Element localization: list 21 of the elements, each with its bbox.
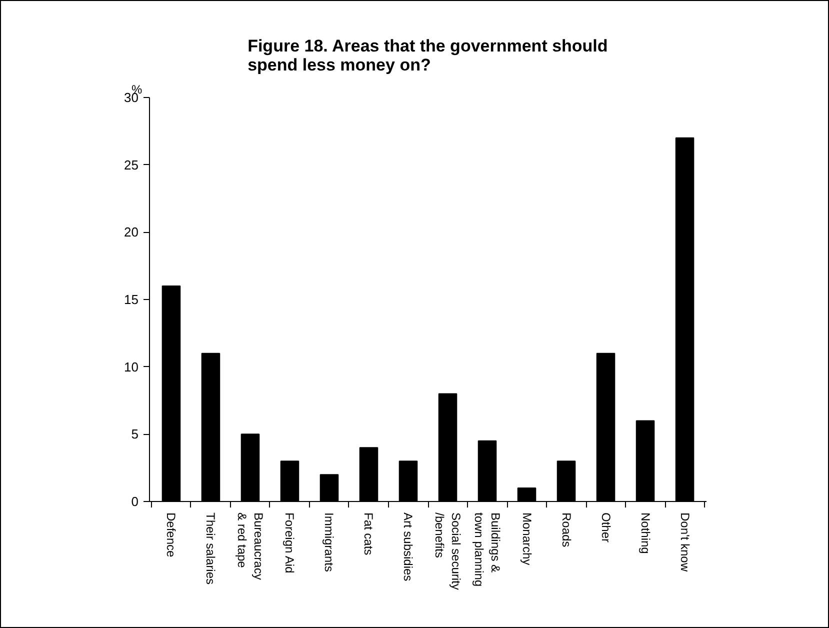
y-tick-label: 15	[124, 292, 139, 307]
y-tick-label: 25	[124, 157, 139, 172]
chart-title: Figure 18. Areas that the government should spend less money on?	[248, 36, 608, 74]
x-tick-label: Art subsidies	[401, 512, 416, 582]
x-tick-label: Bureaucracy & red tape	[234, 512, 266, 580]
x-tick-label: Don't know	[678, 512, 692, 572]
x-tick-label: Monarchy	[520, 512, 534, 566]
y-tick-label: 0	[131, 494, 139, 509]
y-tick-label: 10	[124, 359, 139, 374]
x-tick-label: Nothing	[638, 512, 652, 554]
x-tick-label: Buildings & town planning	[472, 512, 503, 587]
x-tick-label: Social security /benefits	[432, 512, 464, 590]
x-tick-label: Other	[598, 512, 613, 543]
x-tick-label: Roads	[559, 512, 574, 548]
x-tick-label: Their salaries	[204, 512, 218, 585]
x-tick-label: Immigrants	[322, 512, 336, 572]
x-tick-label: Fat cats	[362, 512, 376, 556]
y-tick-label: 5	[131, 426, 139, 442]
y-tick-label: 20	[124, 224, 139, 240]
x-tick-label: Foreign Aid	[282, 512, 297, 574]
x-tick-label: Defence	[164, 512, 178, 558]
